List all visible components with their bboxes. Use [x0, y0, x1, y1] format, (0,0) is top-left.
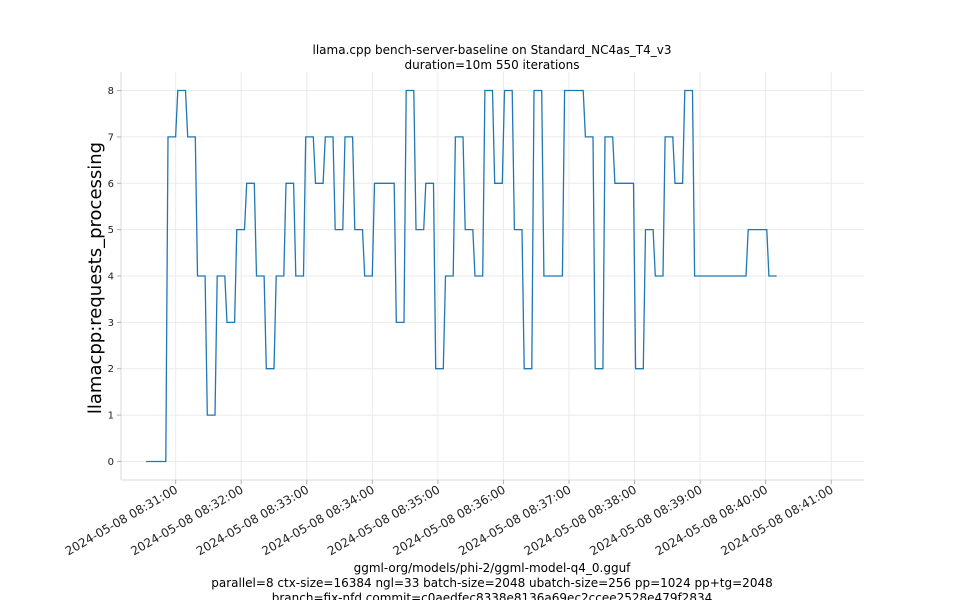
footer-branch: branch=fix-nfd commit=c0aedfec8338e8136a…	[272, 591, 712, 600]
x-tick-label: 2024-05-08 08:40:00	[653, 482, 770, 558]
chart-title: llama.cpp bench-server-baseline on Stand…	[313, 43, 672, 57]
x-tick-label: 2024-05-08 08:35:00	[325, 482, 442, 558]
x-tick-label: 2024-05-08 08:33:00	[194, 482, 311, 558]
y-tick-label: 0	[108, 457, 114, 468]
grid-lines	[121, 72, 864, 480]
y-axis-label: llamacpp:requests_processing	[85, 142, 106, 414]
y-tick-label: 6	[108, 179, 114, 190]
series-layer	[146, 89, 777, 463]
x-tick-label: 2024-05-08 08:37:00	[456, 482, 573, 558]
chart-subtitle: duration=10m 550 iterations	[405, 58, 580, 72]
y-tick-label: 2	[108, 364, 114, 375]
y-tick-label: 4	[108, 272, 114, 283]
x-tick-label: 2024-05-08 08:38:00	[522, 482, 639, 558]
y-tick-label: 1	[108, 411, 114, 422]
y-tick-label: 3	[108, 318, 114, 329]
x-tick-label: 2024-05-08 08:39:00	[587, 482, 704, 558]
y-tick-label: 7	[108, 132, 114, 143]
x-tick-label: 2024-05-08 08:32:00	[128, 482, 245, 558]
x-tick-label: 2024-05-08 08:36:00	[391, 482, 508, 558]
footer-model: ggml-org/models/phi-2/ggml-model-q4_0.gg…	[354, 561, 632, 575]
x-tick-label: 2024-05-08 08:41:00	[718, 482, 835, 558]
y-tick-label: 8	[108, 86, 114, 97]
x-tick-label: 2024-05-08 08:31:00	[63, 482, 180, 558]
series-line	[146, 89, 777, 463]
x-tick-label: 2024-05-08 08:34:00	[259, 482, 376, 558]
y-axis-ticks: 0 1 2 3 4 5 6 7 8	[108, 86, 121, 468]
footer-params: parallel=8 ctx-size=16384 ngl=33 batch-s…	[211, 576, 772, 590]
y-tick-label: 5	[108, 225, 114, 236]
